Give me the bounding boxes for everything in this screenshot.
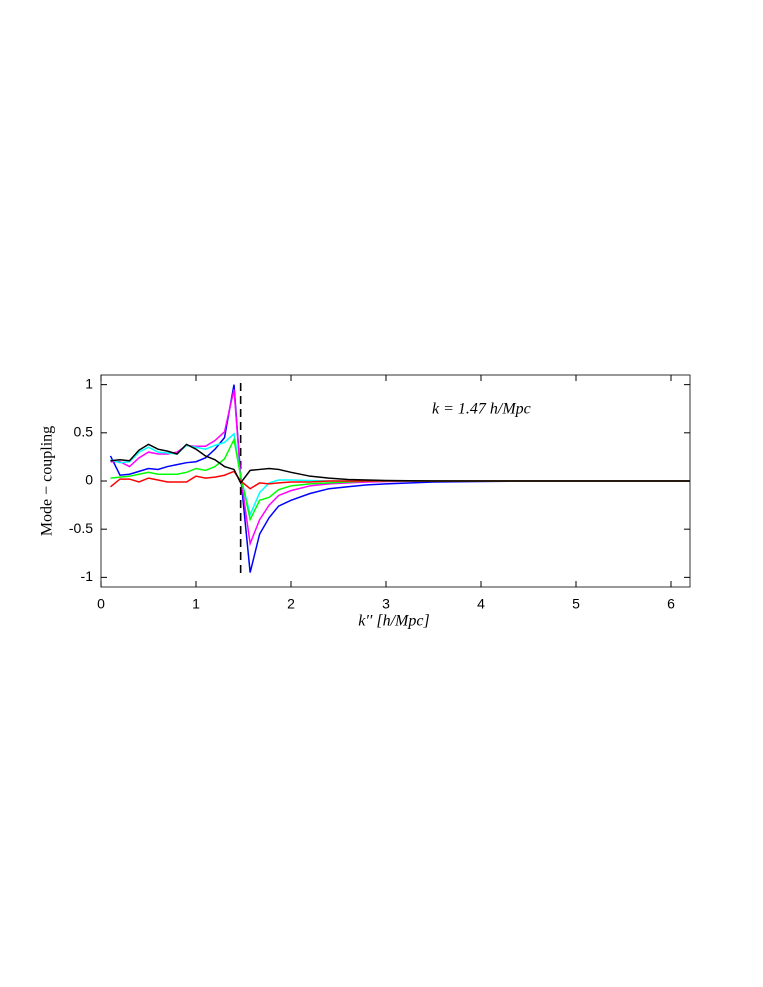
x-tick-label: 3 xyxy=(382,596,390,612)
x-axis-label: k′′ [h/Mpc] xyxy=(358,613,429,630)
x-tick-label: 2 xyxy=(287,596,295,612)
series-line xyxy=(110,437,690,522)
x-tick-label: 5 xyxy=(572,596,580,612)
series-line xyxy=(109,384,690,573)
y-tick-label: -1 xyxy=(81,568,94,584)
x-tick-label: 4 xyxy=(477,596,485,612)
series-line xyxy=(110,389,690,547)
y-tick-label: 0.5 xyxy=(74,424,94,440)
x-tick-label: 0 xyxy=(97,596,105,612)
y-tick-label: -0.5 xyxy=(69,520,93,536)
x-tick-label: 1 xyxy=(192,596,200,612)
series-line xyxy=(110,443,690,485)
x-tick-label: 6 xyxy=(667,596,675,612)
annotation: k = 1.47 h/Mpc xyxy=(432,401,531,418)
y-tick-label: 0 xyxy=(85,472,93,488)
y-tick-label: 1 xyxy=(85,375,93,391)
y-axis-label: Mode − coupling xyxy=(39,426,56,536)
